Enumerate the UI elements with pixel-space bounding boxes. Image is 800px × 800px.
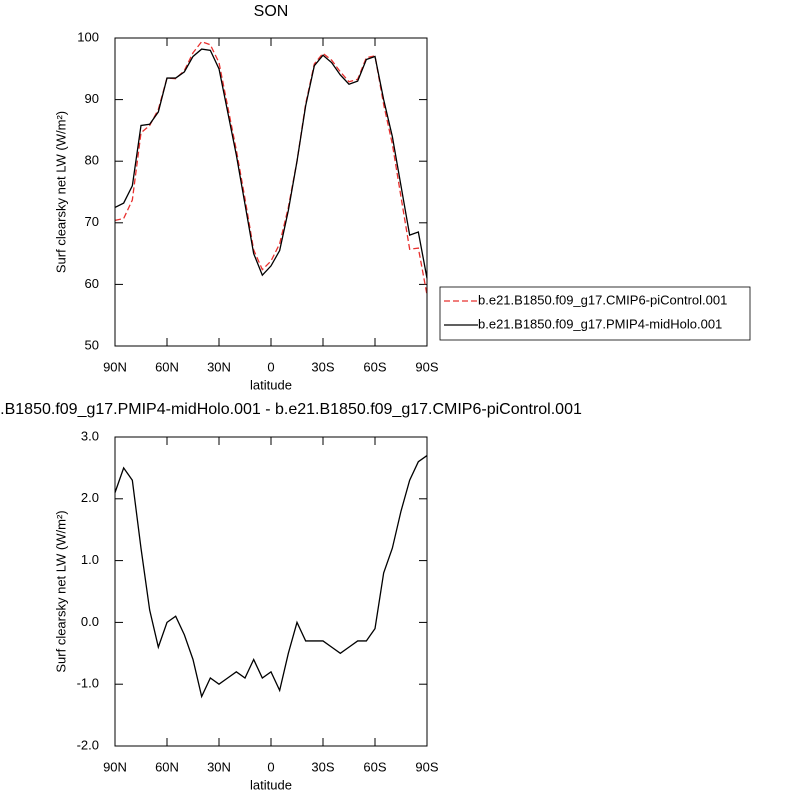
x-axis-label: latitude xyxy=(250,777,292,792)
plot-frame xyxy=(114,436,428,747)
chart-title: b.e21.B1850.f09_g17.PMIP4-midHolo.001 - … xyxy=(0,401,582,418)
x-tick-label: 0 xyxy=(267,359,274,374)
data-line xyxy=(114,48,428,279)
legend-box xyxy=(439,286,751,341)
x-tick-label: 90N xyxy=(103,759,127,774)
x-tick-label: 0 xyxy=(267,759,274,774)
legend-label: b.e21.B1850.f09_g17.CMIP6-piControl.001 xyxy=(478,292,727,307)
y-tick-label: 90 xyxy=(85,91,99,106)
y-tick-label: 80 xyxy=(85,153,99,168)
y-tick-label: 3.0 xyxy=(81,428,99,443)
y-tick-label: 100 xyxy=(77,29,99,44)
y-tick-label: 0.0 xyxy=(81,614,99,629)
y-tick-label: 1.0 xyxy=(81,552,99,567)
y-tick-label: 70 xyxy=(85,214,99,229)
y-tick-label: 2.0 xyxy=(81,490,99,505)
x-tick-label: 30S xyxy=(311,359,334,374)
plot-frame xyxy=(114,37,428,347)
x-tick-label: 60N xyxy=(155,359,179,374)
x-tick-label: 60S xyxy=(363,359,386,374)
y-axis-label: Surf clearsky net LW (W/m²) xyxy=(53,111,68,273)
x-tick-label: 30S xyxy=(311,759,334,774)
y-tick-label: 50 xyxy=(85,337,99,352)
x-tick-label: 30N xyxy=(207,759,231,774)
legend-label: b.e21.B1850.f09_g17.PMIP4-midHolo.001 xyxy=(478,316,722,331)
y-axis-label: Surf clearsky net LW (W/m²) xyxy=(53,510,68,672)
x-tick-label: 90S xyxy=(415,759,438,774)
data-line xyxy=(114,455,428,699)
x-tick-label: 90N xyxy=(103,359,127,374)
x-tick-label: 60S xyxy=(363,759,386,774)
chart-title: SON xyxy=(254,3,289,20)
y-tick-label: -1.0 xyxy=(77,676,99,691)
x-tick-label: 60N xyxy=(155,759,179,774)
y-tick-label: 60 xyxy=(85,276,99,291)
x-tick-label: 30N xyxy=(207,359,231,374)
x-tick-label: 90S xyxy=(415,359,438,374)
y-tick-label: -2.0 xyxy=(77,737,99,752)
x-axis-label: latitude xyxy=(250,377,292,392)
